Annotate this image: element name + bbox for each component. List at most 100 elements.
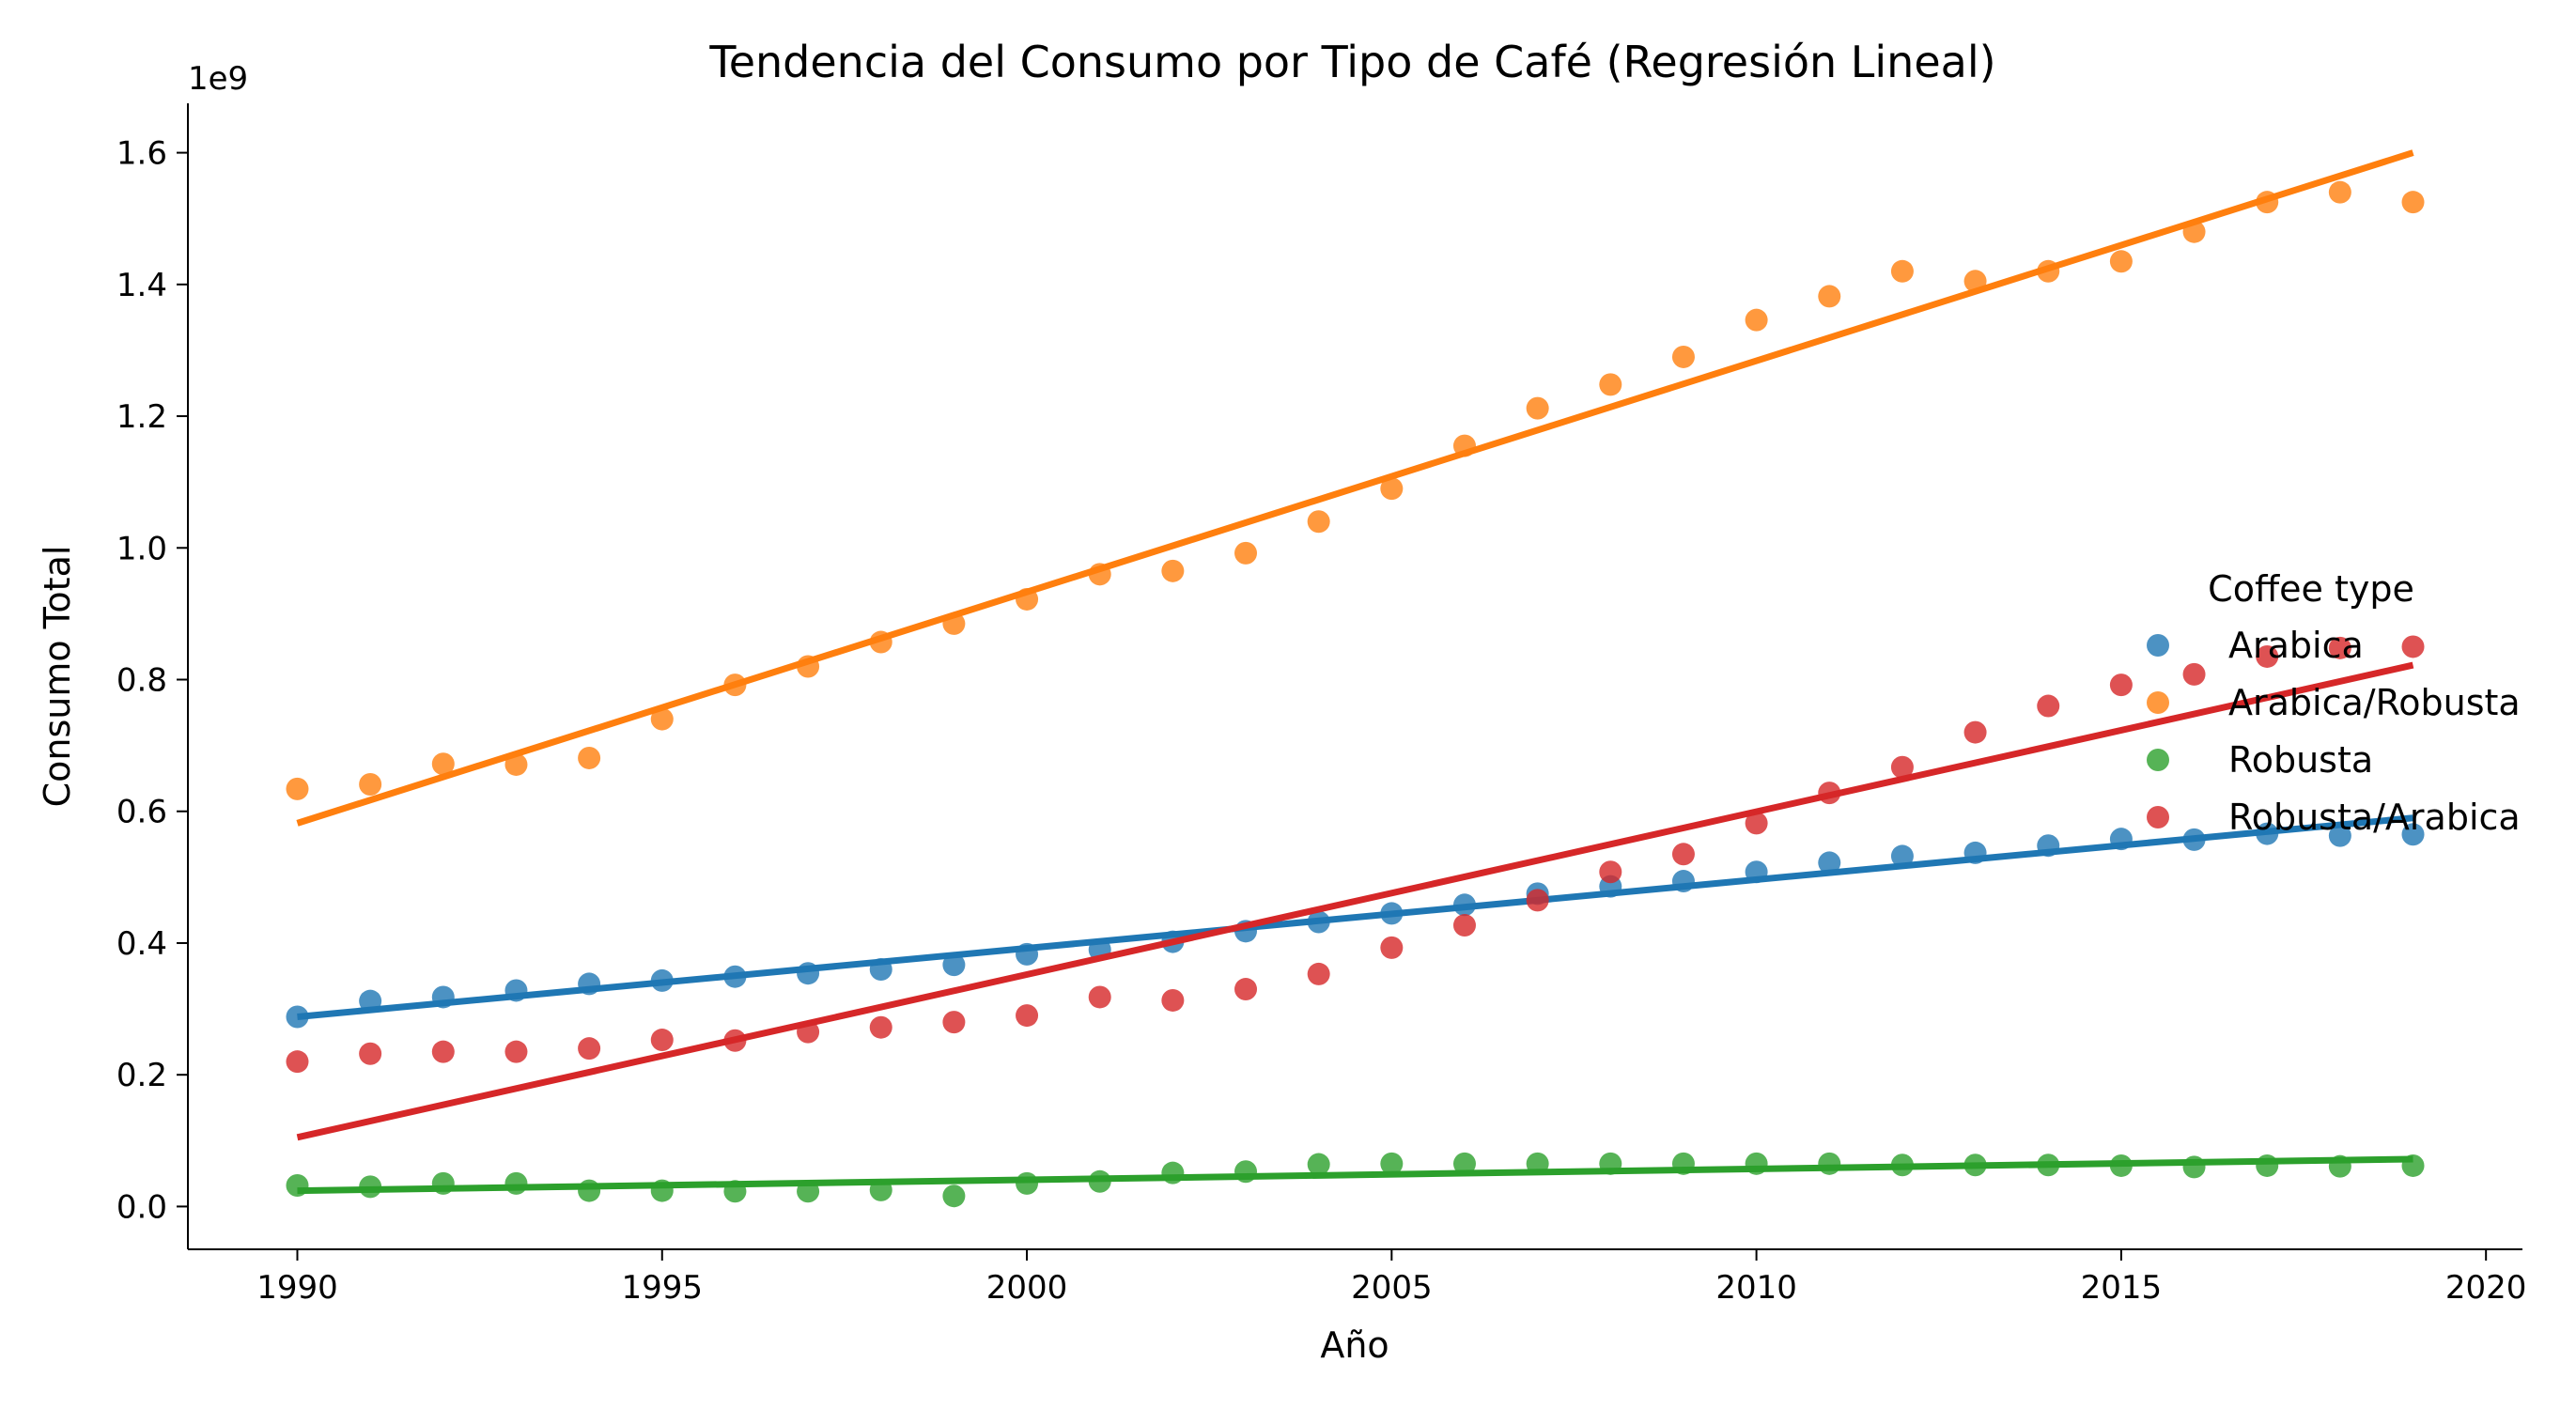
plot-area: 1990 1995 2000 2005 2010 2015 2020 0.0 0.2 0.4 0.… <box>116 103 2526 1307</box>
data-point <box>1671 345 1695 368</box>
data-point <box>578 746 601 769</box>
x-tick-label: 2005 <box>1351 1269 1433 1307</box>
legend-title: Coffee type <box>2208 568 2414 610</box>
data-point <box>942 1184 966 1208</box>
legend-marker <box>2147 806 2169 828</box>
regression-line <box>296 661 2414 1141</box>
data-point <box>1452 1152 1476 1175</box>
data-point <box>1963 720 1987 744</box>
data-point <box>1745 308 1768 332</box>
data-point <box>359 772 382 796</box>
data-point <box>1671 843 1695 866</box>
data-point <box>1452 914 1476 937</box>
series-layer <box>286 149 2425 1208</box>
legend-label: Arabica/Robusta <box>2228 682 2521 723</box>
data-point <box>359 1042 382 1065</box>
data-point <box>2037 694 2060 718</box>
legend-label: Arabica <box>2228 625 2364 666</box>
y-tick-label: 0.8 <box>116 662 167 700</box>
data-point <box>2401 191 2425 214</box>
y-tick-label: 1.2 <box>116 398 167 436</box>
data-point <box>650 707 674 731</box>
x-tick-label: 2020 <box>2445 1269 2527 1307</box>
x-tick-label: 2000 <box>986 1269 1068 1307</box>
y-tick-label: 1.6 <box>116 135 167 173</box>
x-axis-ticks: 1990 1995 2000 2005 2010 2015 2020 <box>256 1249 2526 1307</box>
data-point <box>1161 988 1185 1012</box>
data-point <box>2256 644 2279 668</box>
legend: Coffee type Arabica Arabica/Robusta Robust… <box>2147 568 2521 838</box>
x-tick-label: 2015 <box>2081 1269 2163 1307</box>
data-point <box>1818 285 1841 308</box>
legend-label: Robusta/Arabica <box>2228 797 2521 838</box>
data-point <box>286 777 309 800</box>
data-point <box>504 1040 528 1063</box>
legend-marker <box>2147 691 2169 714</box>
data-point <box>1380 936 1404 959</box>
data-point <box>1599 373 1622 396</box>
data-point <box>2109 250 2133 273</box>
regression-line <box>297 1155 2413 1195</box>
data-point <box>1380 1152 1404 1175</box>
data-point <box>578 1037 601 1061</box>
data-point <box>1307 962 1330 985</box>
data-point <box>1818 851 1841 875</box>
data-point <box>504 1171 528 1195</box>
legend-label: Robusta <box>2228 739 2373 781</box>
data-point <box>1818 1152 1841 1175</box>
y-axis-ticks: 0.0 0.2 0.4 0.6 0.8 1.0 1.2 1.4 1.6 <box>116 135 188 1226</box>
y-tick-label: 0.6 <box>116 794 167 831</box>
data-point <box>2182 662 2206 686</box>
y-axis-title: Consumo Total <box>37 546 78 808</box>
x-axis-title: Año <box>1320 1324 1389 1366</box>
series-robusta <box>286 1152 2425 1208</box>
chart-title: Tendencia del Consumo por Tipo de Café (… <box>708 37 1995 87</box>
data-point <box>2328 636 2351 659</box>
data-point <box>1307 1153 1330 1176</box>
y-tick-label: 0.2 <box>116 1057 167 1094</box>
legend-marker <box>2147 749 2169 771</box>
data-point <box>1016 1171 1039 1195</box>
y-tick-label: 0.4 <box>116 925 167 963</box>
data-point <box>650 1029 674 1052</box>
data-point <box>2256 1154 2279 1177</box>
regression-line <box>297 814 2413 1020</box>
data-point <box>1234 978 1258 1001</box>
data-point <box>1890 259 1914 283</box>
data-point <box>1161 559 1185 582</box>
data-point <box>1599 860 1622 884</box>
series-robusta-arabica <box>286 635 2425 1141</box>
data-point <box>1307 510 1330 534</box>
data-point <box>869 1015 892 1039</box>
data-point <box>431 752 455 776</box>
data-point <box>2109 674 2133 697</box>
y-tick-label: 0.0 <box>116 1188 167 1226</box>
data-point <box>942 953 966 977</box>
data-point <box>2328 180 2351 204</box>
data-point <box>2328 824 2351 847</box>
data-point <box>942 1011 966 1034</box>
data-point <box>1890 755 1914 779</box>
y-tick-label: 1.4 <box>116 267 167 304</box>
data-point <box>286 1050 309 1074</box>
data-point <box>1234 541 1258 565</box>
data-point <box>1016 1004 1039 1028</box>
series-arabica-robusta <box>286 149 2425 827</box>
data-point <box>1890 844 1914 868</box>
data-point <box>1526 396 1549 420</box>
x-tick-label: 2010 <box>1715 1269 1797 1307</box>
x-tick-label: 1990 <box>256 1269 338 1307</box>
data-point <box>431 1040 455 1063</box>
data-point <box>1745 812 1768 835</box>
data-point <box>578 1179 601 1202</box>
y-offset-label: 1e9 <box>188 60 248 98</box>
series-arabica <box>286 814 2425 1029</box>
data-point <box>1380 477 1404 501</box>
regression-line <box>296 149 2414 827</box>
data-point <box>2401 823 2425 846</box>
legend-marker <box>2147 634 2169 657</box>
data-point <box>2401 635 2425 658</box>
x-tick-label: 1995 <box>622 1269 704 1307</box>
data-point <box>1526 889 1549 912</box>
